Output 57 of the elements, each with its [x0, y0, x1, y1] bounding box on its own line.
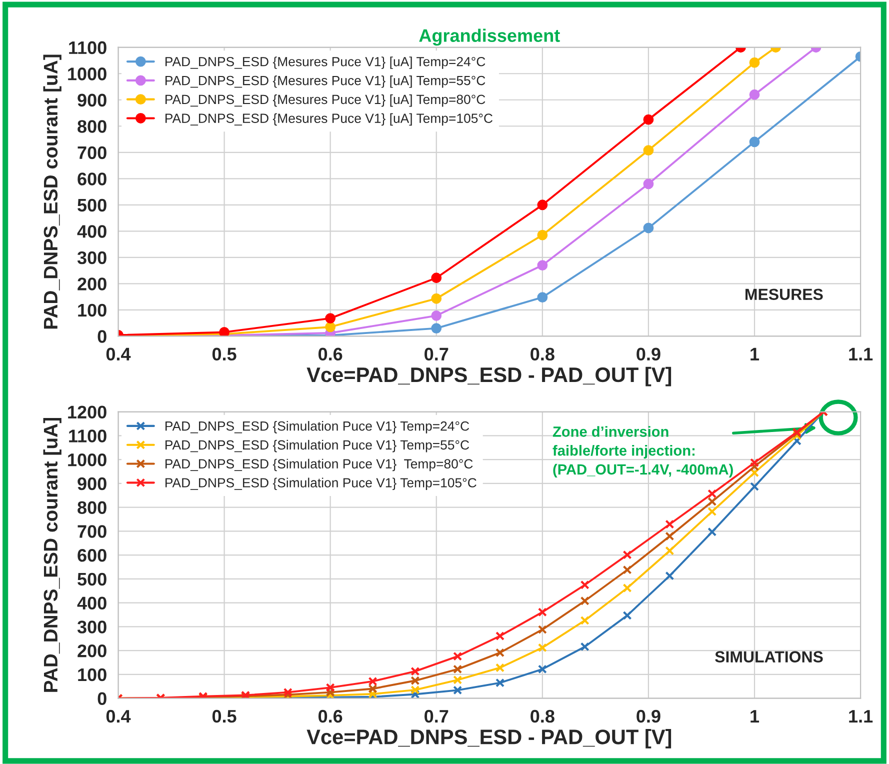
- y-tick-label: 200: [78, 644, 106, 658]
- y-tick-label: 100: [78, 304, 106, 317]
- y-tick-label: 400: [77, 225, 106, 238]
- y-tick-label: 300: [77, 251, 106, 264]
- legend-label: PAD_DNPS_ESD {Mesures Puce V1} [uA] Temp=24°C: [166, 56, 486, 69]
- x-tick-label: 1: [750, 348, 760, 360]
- x-tick-label: 0.7: [424, 348, 448, 361]
- y-tick-label: 400: [77, 596, 106, 610]
- y-tick-label: 500: [78, 198, 106, 212]
- y-tick-label: 1000: [68, 453, 106, 466]
- y-tick-label: 900: [78, 94, 106, 107]
- y-tick-label: 500: [78, 572, 106, 586]
- x-tick-label: 0.6: [318, 348, 342, 361]
- x-tick-label: 0.8: [530, 348, 554, 361]
- legend-label: PAD_DNPS_ESD {Simulation Puce V1} Temp=80°C: [166, 458, 473, 472]
- chart-title: Agrandissement: [419, 28, 560, 46]
- x-tick-label: 0.5: [212, 710, 236, 723]
- x-tick-label: 0.6: [318, 710, 342, 723]
- x-tick-label: 0.5: [212, 348, 236, 361]
- x-tick-label: 1.1: [849, 348, 873, 360]
- y-tick-label: 800: [78, 120, 106, 133]
- x-tick-label: 0.9: [636, 348, 660, 361]
- y-tick-label: 200: [78, 278, 106, 290]
- y-tick-label: 600: [78, 172, 106, 186]
- y-tick-label: 700: [78, 525, 106, 538]
- y-tick-label: 600: [78, 548, 106, 562]
- y-tick-label: 900: [78, 477, 106, 490]
- x-tick-label: 0.9: [636, 710, 660, 723]
- x-tick-label: 0.4: [106, 710, 131, 723]
- y-tick-label: 100: [78, 668, 106, 682]
- x-tick-label: 1.1: [849, 710, 873, 722]
- x-axis-title: Vce=PAD_DNPS_ESD - PAD_OUT [V]: [306, 729, 672, 748]
- annotation: SIMULATIONS: [715, 651, 823, 662]
- y-tick-label: 0: [98, 692, 106, 706]
- legend-label: PAD_DNPS_ESD {Mesures Puce V1} [uA] Temp=105°C: [166, 113, 493, 126]
- y-tick-label: 1100: [69, 41, 106, 54]
- annotation: Zone d’inversion faible/forte injection: (PAD_OUT=-1.4V, -400mA): [552, 426, 733, 478]
- y-tick-label: 800: [78, 501, 106, 514]
- y-tick-label: 1000: [68, 68, 106, 80]
- legend-label: PAD_DNPS_ESD {Mesures Puce V1} [uA] Temp=55°C: [166, 76, 486, 88]
- legend-label: PAD_DNPS_ESD {Simulation Puce V1} Temp=105°C: [166, 478, 476, 490]
- y-tick-label: 300: [77, 620, 106, 634]
- y-tick-label: 700: [78, 146, 106, 160]
- legend-label: PAD_DNPS_ESD {Simulation Puce V1} Temp=55°C: [166, 440, 470, 452]
- x-tick-label: 1: [750, 710, 760, 722]
- x-axis-title: Vce=PAD_DNPS_ESD - PAD_OUT [V]: [306, 366, 672, 386]
- y-tick-label: 0: [98, 330, 106, 343]
- y-tick-label: 1200: [68, 406, 106, 419]
- legend-label: PAD_DNPS_ESD {Mesures Puce V1} [uA] Temp=80°C: [166, 94, 486, 107]
- y-tick-label: 1100: [69, 430, 106, 442]
- x-tick-label: 0.7: [424, 710, 448, 723]
- x-tick-label: 0.4: [106, 348, 131, 361]
- x-tick-label: 0.8: [530, 710, 554, 723]
- y-axis-title: PAD_DNPS_ESD courant [uA]: [43, 418, 62, 692]
- y-axis-title: PAD_DNPS_ESD courant [uA]: [43, 54, 62, 329]
- annotation: MESURES: [746, 288, 823, 300]
- legend-label: PAD_DNPS_ESD {Simulation Puce V1} Temp=24°C: [166, 421, 470, 434]
